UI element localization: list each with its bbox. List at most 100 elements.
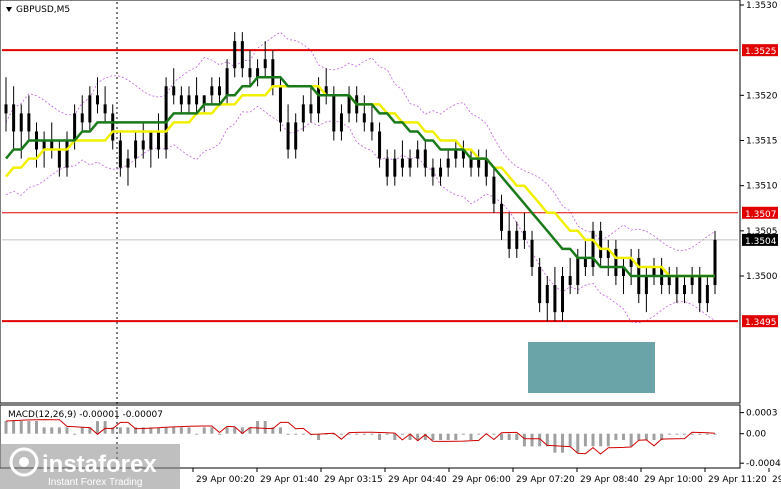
candle-body: [347, 95, 351, 114]
macd-bar: [278, 427, 282, 434]
candle-body: [233, 41, 237, 69]
candle-body: [294, 122, 298, 150]
macd-bar: [27, 421, 31, 434]
candle-body: [583, 257, 587, 267]
candle-body: [492, 176, 496, 204]
macd-bar: [561, 433, 565, 453]
macd-bar: [378, 433, 382, 441]
candle-body: [400, 158, 404, 168]
candle-body: [187, 95, 191, 105]
dropdown-arrow-icon[interactable]: [6, 7, 12, 12]
macd-bar: [576, 433, 580, 453]
candle-body: [538, 266, 542, 304]
time-label: 29 Apr 03:15: [324, 475, 383, 485]
current-price-tag: [742, 233, 778, 246]
candle-body: [439, 167, 443, 177]
candle-body: [622, 266, 626, 276]
macd-bar: [42, 427, 46, 434]
candle-body: [339, 113, 343, 132]
time-label: 29 Apr 06:00: [452, 475, 511, 485]
macd-bar: [705, 433, 709, 435]
support-zone-rect: [528, 342, 655, 393]
macd-bar: [637, 433, 641, 441]
level-tag-text-resistance-1: 1.3525: [745, 47, 777, 57]
macd-bar: [88, 427, 92, 434]
candle-body: [484, 158, 488, 177]
candle-body: [408, 158, 412, 168]
macd-bar: [500, 433, 504, 441]
fast-ma-line: [5, 76, 715, 278]
macd-bar: [164, 427, 168, 434]
time-label: 29 Apr 11:20: [708, 475, 767, 485]
macd-bar: [103, 421, 107, 434]
macd-bar: [614, 433, 618, 441]
candle-body: [507, 230, 511, 249]
candle-body: [644, 276, 648, 295]
macd-bar: [317, 433, 321, 441]
macd-bar: [667, 433, 671, 435]
macd-bar: [210, 427, 214, 434]
candle-body: [309, 104, 313, 114]
candle-body: [240, 41, 244, 69]
macd-bar: [408, 433, 412, 441]
candle-body: [217, 86, 221, 96]
candle-body: [522, 230, 526, 240]
time-label: 29 Apr 01:40: [260, 475, 319, 485]
macd-bar: [57, 427, 61, 434]
candle-body: [286, 122, 290, 150]
candle-body: [88, 95, 92, 123]
time-label: 29 Apr 04:40: [388, 475, 447, 485]
candle-body: [591, 230, 595, 267]
macd-bar: [713, 433, 717, 435]
watermark-brand: instaforex: [42, 451, 157, 478]
macd-bar: [118, 427, 122, 434]
symbol-label: GBPUSD,M5: [16, 5, 70, 15]
macd-bar: [111, 427, 115, 434]
macd-bar: [431, 433, 435, 441]
macd-bar: [507, 433, 511, 441]
candle-body: [690, 276, 694, 286]
candle-body: [179, 95, 183, 105]
candle-body: [27, 113, 31, 132]
macd-bar: [324, 433, 328, 435]
candle-body: [73, 113, 77, 141]
envelope-bands: [5, 31, 716, 324]
candle-body: [713, 239, 717, 286]
candle-body: [423, 149, 427, 168]
candle-body: [103, 104, 107, 114]
macd-bar: [225, 427, 229, 434]
level-tag-level-mid: [742, 206, 778, 219]
candle-body: [675, 276, 679, 295]
candle-body: [477, 158, 481, 168]
macd-bar: [568, 433, 572, 447]
candle-body: [378, 131, 382, 159]
macd-bar: [385, 433, 389, 435]
candle-body: [667, 276, 671, 286]
price-tick-label: 1.3520: [746, 91, 778, 101]
moving-averages: [5, 76, 715, 278]
candle-body: [370, 122, 374, 132]
macd-bar: [248, 427, 252, 434]
candle-body: [416, 149, 420, 159]
macd-series: [4, 419, 717, 455]
candle-body: [118, 140, 122, 168]
macd-bar: [126, 427, 130, 434]
candle-body: [225, 68, 229, 96]
candle-body: [65, 140, 69, 168]
macd-bar: [454, 433, 458, 441]
macd-bar: [240, 427, 244, 434]
candle-body: [545, 285, 549, 304]
macd-bar: [644, 433, 648, 441]
macd-bar: [423, 433, 427, 441]
candle-body: [317, 86, 321, 114]
macd-bar: [141, 427, 145, 434]
candle-body: [141, 140, 145, 150]
price-tick-label: 1.3515: [746, 137, 778, 147]
macd-bar: [179, 427, 183, 434]
candle-body: [553, 285, 557, 313]
candle-body: [134, 140, 138, 159]
candle-body: [156, 131, 160, 150]
candle-body: [683, 285, 687, 295]
macd-bar: [65, 427, 69, 434]
